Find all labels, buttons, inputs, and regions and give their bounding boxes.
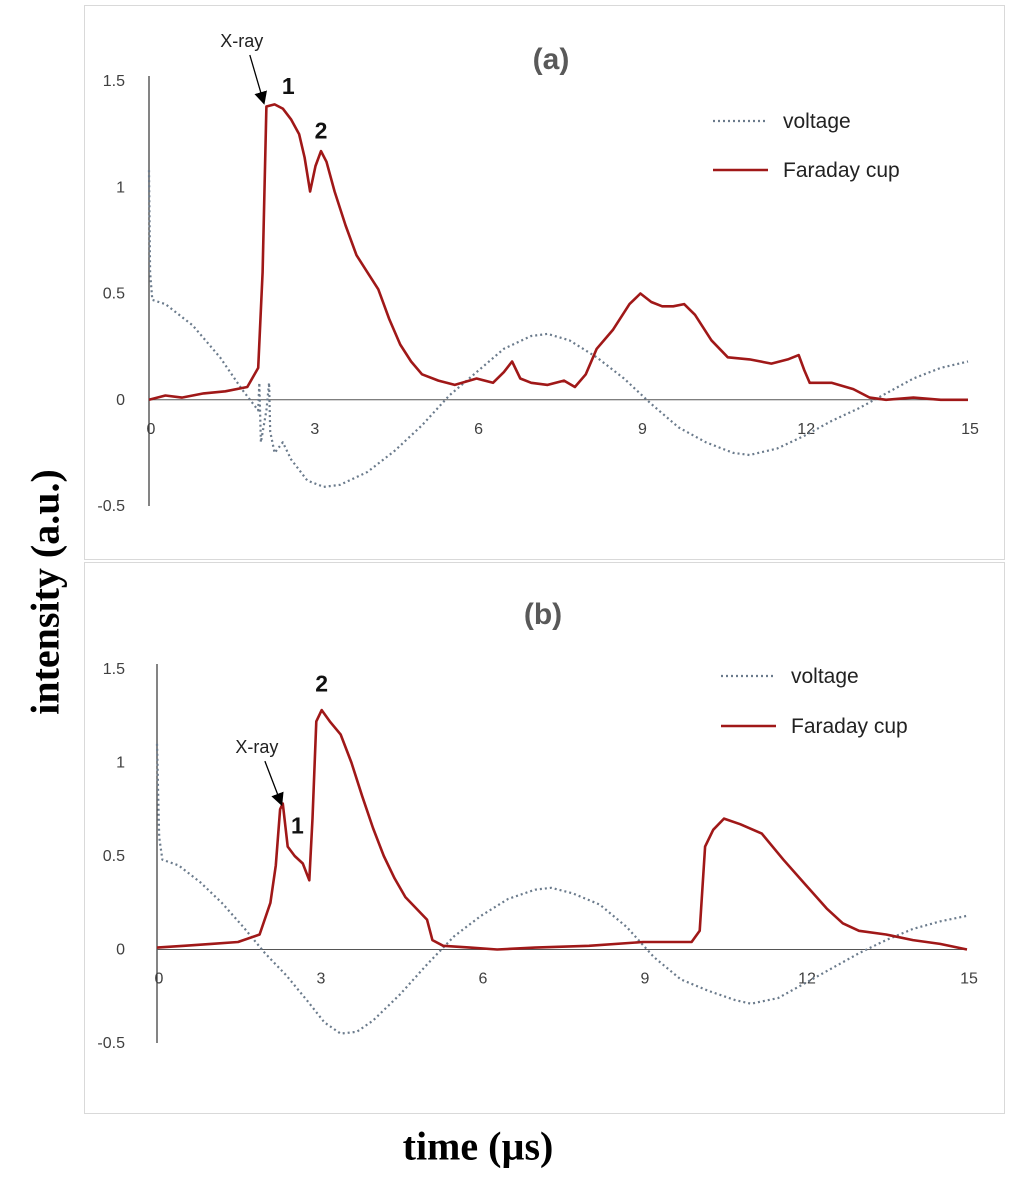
chart-panel-b: (b) -0.5 0 0.5 1 1.5 0 3 6 9 12 15 voltage Faraday cu… [84, 562, 1005, 1114]
faraday-cup-series-line [148, 103, 968, 402]
voltage-series-line [147, 170, 969, 488]
x-tick-label: 0 [147, 421, 156, 438]
faraday-cup-series-line [156, 708, 968, 951]
chart-title: (a) [533, 43, 570, 76]
x-axis-label: time (µs) [402, 1123, 554, 1169]
annotation-peak-label: 2 [315, 117, 328, 143]
annotation-peak-label: 2 [315, 670, 328, 696]
y-tick-label: 1.5 [103, 661, 125, 678]
x-tick-label: 6 [474, 421, 483, 438]
x-tick-label: 15 [961, 421, 979, 438]
x-tick-label: 3 [310, 421, 319, 438]
y-tick-label: 0 [116, 942, 125, 959]
legend-faraday-label: Faraday cup [783, 159, 900, 182]
y-tick-label: 0 [116, 392, 125, 409]
annotation-xray-label: X-ray [220, 31, 263, 51]
annotation-xray-label: X-ray [235, 737, 278, 757]
x-tick-label: 3 [317, 971, 326, 988]
y-tick-label: -0.5 [97, 498, 125, 515]
y-tick-label: 1.5 [103, 73, 125, 90]
legend-voltage-label: voltage [783, 110, 851, 133]
annotation-peak-label: 1 [282, 73, 295, 99]
x-tick-label: 0 [155, 971, 164, 988]
y-tick-label: 1 [116, 755, 125, 772]
chart-title: (b) [524, 598, 562, 631]
x-tick-label: 12 [798, 971, 816, 988]
legend-faraday-label: Faraday cup [791, 715, 908, 738]
x-tick-label: 12 [797, 421, 815, 438]
annotation-arrow [264, 760, 284, 807]
x-tick-label: 9 [641, 971, 650, 988]
x-tick-label: 15 [960, 971, 978, 988]
annotation-peak-label: 1 [291, 813, 304, 839]
annotation-arrow [249, 54, 267, 105]
y-tick-label: -0.5 [97, 1035, 125, 1052]
voltage-series-line [155, 743, 968, 1035]
x-tick-label: 9 [638, 421, 647, 438]
y-axis-label: intensity (a.u.) [22, 469, 68, 715]
y-tick-label: 0.5 [103, 848, 125, 865]
y-tick-label: 1 [116, 179, 125, 196]
chart-panel-a: (a) -0.5 0 0.5 1 1.5 0 3 6 9 12 15 voltage Faraday cu… [84, 5, 1005, 560]
y-tick-label: 0.5 [103, 286, 125, 303]
x-tick-label: 6 [479, 971, 488, 988]
legend-voltage-label: voltage [791, 665, 859, 688]
